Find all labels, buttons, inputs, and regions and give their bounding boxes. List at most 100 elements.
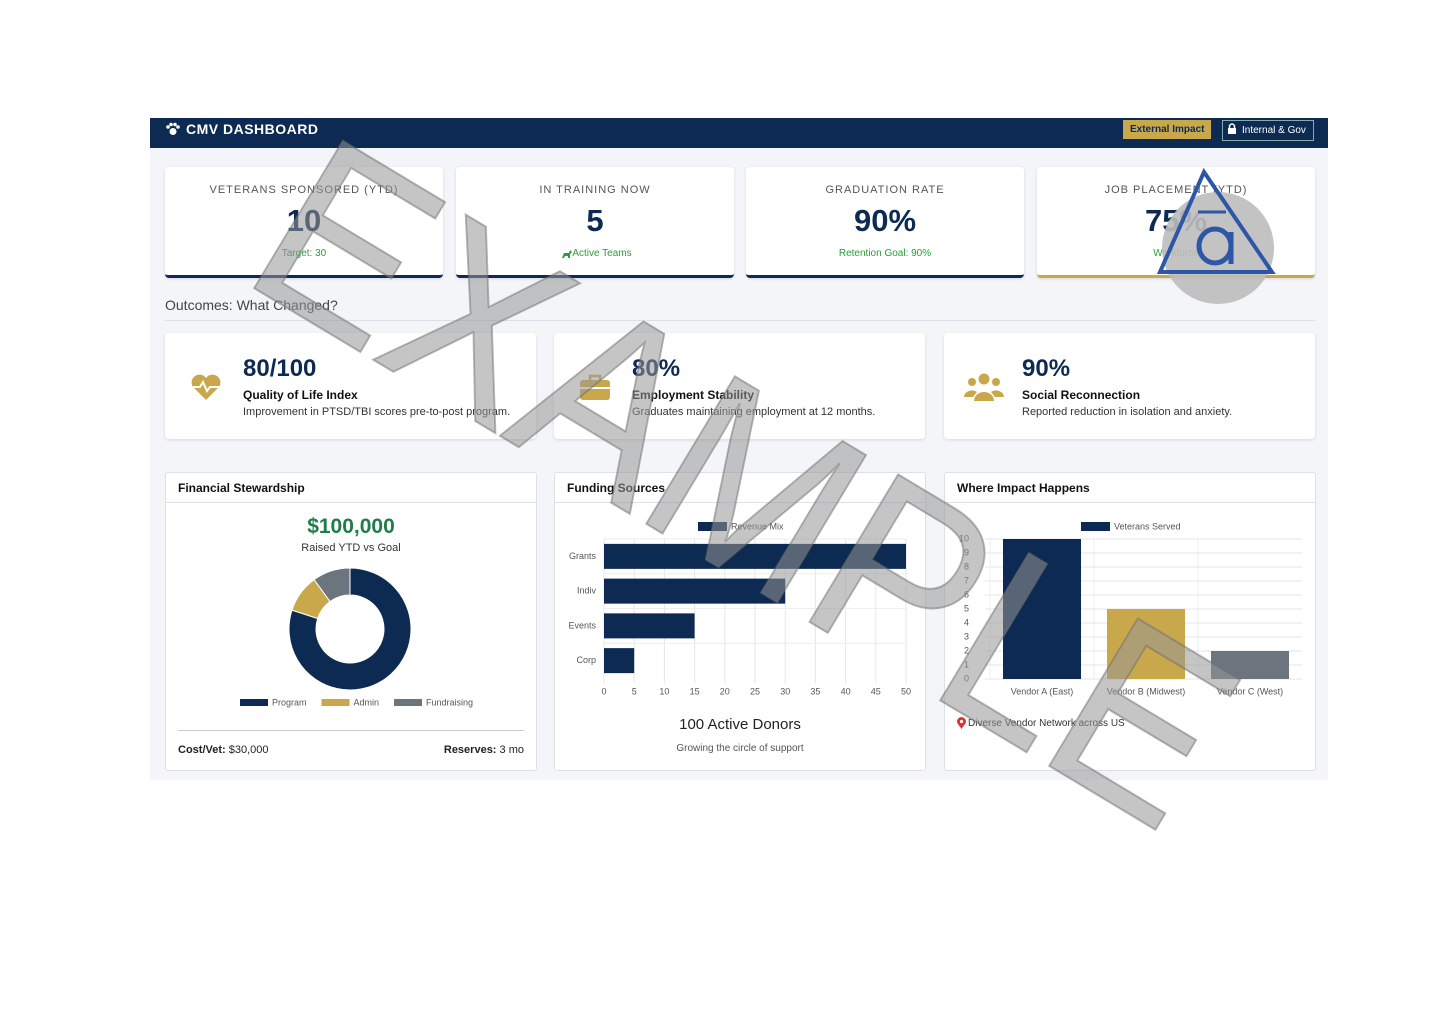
x-tick-label: 5: [632, 686, 637, 696]
y-tick-label: Corp: [576, 655, 596, 665]
subtext: Growing the circle of support: [676, 743, 804, 754]
outcome-card: 90% Social Reconnection Reported reduction…: [944, 333, 1315, 439]
footer-stat: Cost/Vet: $30,000: [178, 744, 269, 756]
outcome-text: Graduates maintaining employment at 12 m…: [632, 406, 876, 418]
kpi-value: 5: [586, 203, 604, 238]
x-tick-label: 20: [720, 686, 730, 696]
footer-value: $30,000: [228, 744, 269, 756]
outcome-value: 90%: [1022, 355, 1071, 382]
panel: Financial Stewardship $100,000 Raised YT…: [165, 472, 537, 771]
outcome-value: 80%: [632, 355, 681, 382]
kpi-value: 10: [286, 203, 322, 238]
logo: [1156, 167, 1276, 304]
footer-label: Cost/Vet:: [178, 744, 226, 756]
outcome-title: Social Reconnection: [1022, 388, 1141, 402]
briefcase-icon: [580, 374, 610, 400]
bar: [604, 613, 695, 639]
y-tick-label: 3: [964, 631, 969, 641]
y-tick-label: 7: [964, 575, 969, 585]
watermark: EXAMPLE: [211, 85, 1280, 880]
footer-stat: Reserves: 3 mo: [444, 744, 524, 756]
y-tick-label: 2: [964, 645, 969, 655]
panel-title: Where Impact Happens: [945, 473, 1315, 503]
heart-icon: [191, 374, 221, 400]
note: Diverse Vendor Network across US: [968, 718, 1125, 729]
kpi-note: Active Teams: [572, 248, 632, 259]
x-tick-label: 25: [750, 686, 760, 696]
people-icon: [964, 373, 1004, 401]
legend-swatch: [1081, 522, 1110, 531]
kpi-note: Target: 30: [281, 248, 327, 259]
x-tick-label: 35: [810, 686, 820, 696]
headline: 100 Active Donors: [679, 716, 801, 733]
lock-icon: [1228, 123, 1236, 134]
kpi-label: GRADUATION RATE: [825, 184, 945, 196]
x-tick-label: Vendor B (Midwest): [1107, 686, 1186, 696]
kpi-label: IN TRAINING NOW: [539, 184, 651, 196]
pin-icon: [957, 717, 966, 729]
outcome-text: Reported reduction in isolation and anxi…: [1022, 406, 1233, 418]
tab-button[interactable]: Internal & Gov: [1222, 120, 1314, 141]
legend-swatch: [321, 699, 350, 706]
y-tick-label: 9: [964, 547, 969, 557]
bar: [604, 648, 635, 674]
outcome-value: 80/100: [243, 355, 317, 382]
kpi-card: IN TRAINING NOW 5 Active Teams: [456, 167, 734, 278]
x-tick-label: Vendor C (West): [1217, 686, 1283, 696]
y-tick-label: Events: [568, 620, 596, 630]
donut-slice: [313, 567, 351, 603]
bar: [1107, 609, 1185, 679]
legend-label: Program: [272, 697, 307, 707]
tab-button[interactable]: External Impact: [1123, 120, 1212, 139]
y-tick-label: 4: [964, 617, 969, 627]
outcome-title: Quality of Life Index: [243, 388, 358, 402]
divider: [165, 320, 1315, 321]
bar: [1211, 651, 1289, 679]
x-tick-label: Vendor A (East): [1011, 686, 1074, 696]
outcome-title: Employment Stability: [632, 388, 755, 402]
legend-label: Revenue Mix: [731, 521, 784, 531]
donut-slice: [288, 567, 412, 691]
y-tick-label: Indiv: [577, 586, 597, 596]
x-tick-label: 10: [659, 686, 669, 696]
legend-swatch: [394, 699, 423, 706]
legend-label: Fundraising: [426, 697, 473, 707]
kpi-value: 90%: [853, 203, 917, 238]
kpi-card: GRADUATION RATE 90% Retention Goal: 90%: [746, 167, 1024, 278]
x-tick-label: 50: [901, 686, 911, 696]
y-tick-label: 10: [959, 533, 969, 543]
header-title: CMV DASHBOARD: [186, 121, 319, 137]
y-tick-label: 8: [964, 561, 969, 571]
legend-label: Admin: [354, 697, 380, 707]
y-tick-label: 0: [964, 673, 969, 683]
divider: [178, 730, 524, 731]
section-title: Outcomes: What Changed?: [165, 297, 338, 313]
x-tick-label: 0: [601, 686, 606, 696]
kpi-card: VETERANS SPONSORED (YTD) 10 Target: 30: [165, 167, 443, 278]
dog-icon: [562, 250, 572, 258]
kpi-label: VETERANS SPONSORED (YTD): [209, 184, 399, 196]
y-tick-label: 5: [964, 603, 969, 613]
paw-icon: [166, 122, 180, 135]
legend-swatch: [698, 522, 727, 531]
footer-label: Reserves:: [443, 744, 497, 756]
outcome-text: Improvement in PTSD/TBI scores pre-to-po…: [243, 406, 511, 418]
y-tick-label: Grants: [569, 551, 597, 561]
x-tick-label: 40: [841, 686, 851, 696]
x-tick-label: 45: [871, 686, 881, 696]
panel-title: Funding Sources: [555, 473, 925, 503]
outcome-card: 80% Employment Stability Graduates maintai…: [554, 333, 925, 439]
bar: [604, 578, 786, 604]
footer-value: 3 mo: [499, 744, 524, 756]
legend-label: Veterans Served: [1114, 521, 1181, 531]
amount: $100,000: [307, 515, 395, 538]
kpi-note: Retention Goal: 90%: [838, 248, 932, 259]
bar: [1003, 539, 1081, 679]
legend-swatch: [240, 699, 268, 706]
x-tick-label: 30: [780, 686, 790, 696]
x-tick-label: 15: [690, 686, 700, 696]
panel-title: Financial Stewardship: [166, 473, 536, 503]
bar: [604, 543, 906, 569]
